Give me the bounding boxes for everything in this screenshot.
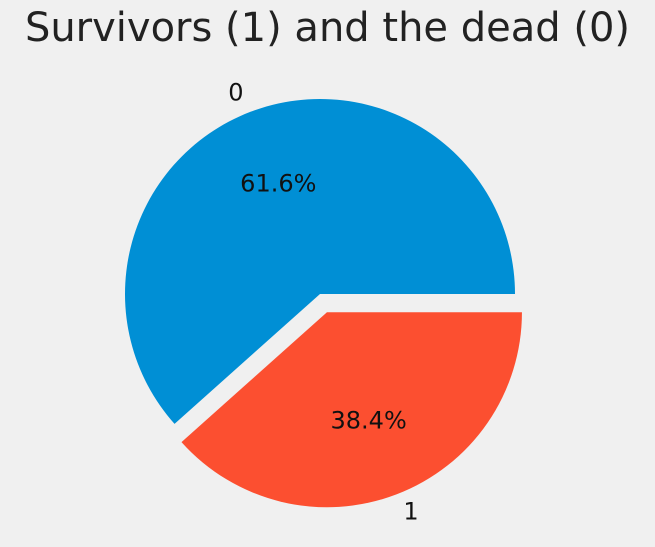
pie-percent-label-1: 38.4%: [331, 407, 407, 435]
pie-slices: [125, 99, 522, 508]
pie-category-label-1: 1: [403, 498, 418, 526]
pie-category-label-0: 0: [228, 79, 243, 107]
pie-percent-label-0: 61.6%: [240, 170, 316, 198]
pie-labels: 0 61.6% 1 38.4%: [228, 79, 418, 526]
chart-title: Survivors (1) and the dead (0): [24, 5, 631, 51]
pie-slice-1: [181, 312, 522, 508]
pie-slice-0: [125, 99, 516, 424]
